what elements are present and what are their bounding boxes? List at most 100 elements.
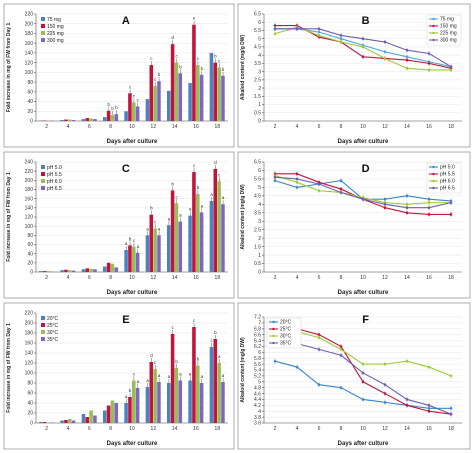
significance-label: a	[125, 241, 128, 246]
bar	[93, 415, 97, 423]
legend-entry: 20°C	[280, 320, 292, 326]
y-tick-label: 5.5	[254, 28, 261, 34]
legend-entry: 225 mg	[440, 31, 457, 37]
x-axis-title: Days after culture	[107, 290, 158, 296]
x-tick-label: 2	[45, 124, 48, 130]
x-tick-label: 6	[88, 275, 91, 281]
legend-entry: pH 5.5	[47, 172, 62, 178]
data-point	[339, 191, 343, 194]
y-tick-label: 4.5	[254, 45, 261, 51]
bar	[128, 93, 132, 121]
bar	[170, 44, 175, 122]
y-tick-label: 140	[25, 51, 34, 57]
significance-label: a	[137, 379, 140, 384]
x-axis-title: Days after culture	[338, 139, 389, 145]
y-tick-label: 220	[25, 12, 34, 18]
y-tick-label: 3	[258, 69, 261, 75]
legend-entry: 35°C	[280, 341, 292, 347]
data-point	[317, 189, 321, 193]
x-tick-label: 16	[193, 426, 199, 432]
data-point	[339, 187, 343, 191]
y-tick-label: 200	[25, 21, 34, 27]
y-tick-label: 4.2	[254, 403, 261, 409]
bar	[81, 414, 86, 423]
bar	[135, 106, 140, 121]
bar	[50, 422, 55, 423]
data-point	[317, 333, 321, 336]
data-point	[405, 211, 409, 215]
y-tick-label: 3.5	[254, 61, 261, 67]
x-tick-label: 2	[274, 426, 277, 432]
bar	[149, 362, 154, 423]
bar	[149, 214, 154, 272]
bar	[217, 181, 221, 272]
significance-label: c	[176, 194, 179, 199]
bar	[166, 90, 171, 121]
significance-label: c	[154, 77, 157, 82]
y-axis-title: Fold increase in mg of FW from Day 1	[6, 23, 12, 113]
legend-entry: pH 5.0	[440, 165, 455, 171]
data-point	[361, 380, 365, 384]
panel-letter: B	[362, 15, 370, 27]
y-tick-label: 180	[25, 31, 34, 37]
bar	[71, 270, 76, 272]
y-tick-label: 180	[25, 187, 34, 193]
significance-label: c	[133, 94, 136, 99]
data-point	[405, 48, 409, 52]
y-tick-label: 160	[25, 41, 34, 47]
x-tick-label: 14	[172, 124, 178, 130]
data-point	[427, 197, 431, 201]
y-tick-label: 2.5	[254, 227, 261, 233]
x-tick-label: 6	[318, 124, 321, 130]
x-tick-label: 10	[360, 124, 366, 130]
data-point	[427, 406, 431, 410]
legend: 20°C25°C30°C35°C	[266, 317, 302, 349]
significance-label: a	[125, 394, 128, 399]
legend-swatch	[41, 165, 45, 169]
y-tick-label: 220	[25, 169, 34, 175]
data-point	[405, 58, 409, 62]
x-axis-title: Days after culture	[107, 441, 158, 447]
legend-swatch	[41, 330, 45, 334]
bar	[145, 387, 150, 423]
bar	[135, 388, 140, 423]
significance-label: a	[168, 374, 171, 379]
y-tick-label: 6.5	[254, 160, 261, 166]
data-point	[361, 398, 365, 401]
y-tick-label: 80	[27, 381, 33, 387]
significance-label: a	[210, 192, 213, 197]
legend-marker	[432, 165, 435, 169]
bar	[153, 85, 157, 121]
bar	[221, 382, 225, 423]
data-point	[273, 359, 277, 363]
y-tick-label: 4.5	[254, 194, 261, 200]
bar	[174, 62, 179, 121]
x-axis-title: Days after culture	[338, 441, 389, 447]
x-tick-label: 12	[382, 426, 388, 432]
data-point	[427, 409, 431, 413]
legend-entry: 150 mg	[47, 24, 64, 30]
x-tick-label: 8	[109, 124, 112, 130]
y-tick-label: 100	[25, 70, 34, 76]
data-point	[339, 386, 343, 389]
data-point	[449, 65, 453, 68]
bar	[71, 420, 76, 423]
panel-letter: F	[362, 314, 369, 326]
bar	[157, 81, 161, 121]
x-tick-label: 8	[109, 426, 112, 432]
legend: 20°C25°C30°C35°C	[41, 316, 59, 343]
bar	[213, 168, 218, 272]
x-tick-label: 16	[426, 426, 432, 432]
bar	[132, 246, 136, 272]
legend-entry: 300 mg	[440, 38, 457, 44]
bar	[188, 380, 192, 423]
bar	[102, 117, 107, 121]
bar	[192, 172, 196, 272]
legend-marker	[272, 334, 275, 338]
x-tick-label: 12	[382, 124, 388, 130]
legend-entry: pH 5.0	[47, 165, 62, 171]
bar	[188, 215, 192, 272]
bar	[42, 422, 47, 423]
legend-entry: pH 5.5	[440, 172, 455, 178]
